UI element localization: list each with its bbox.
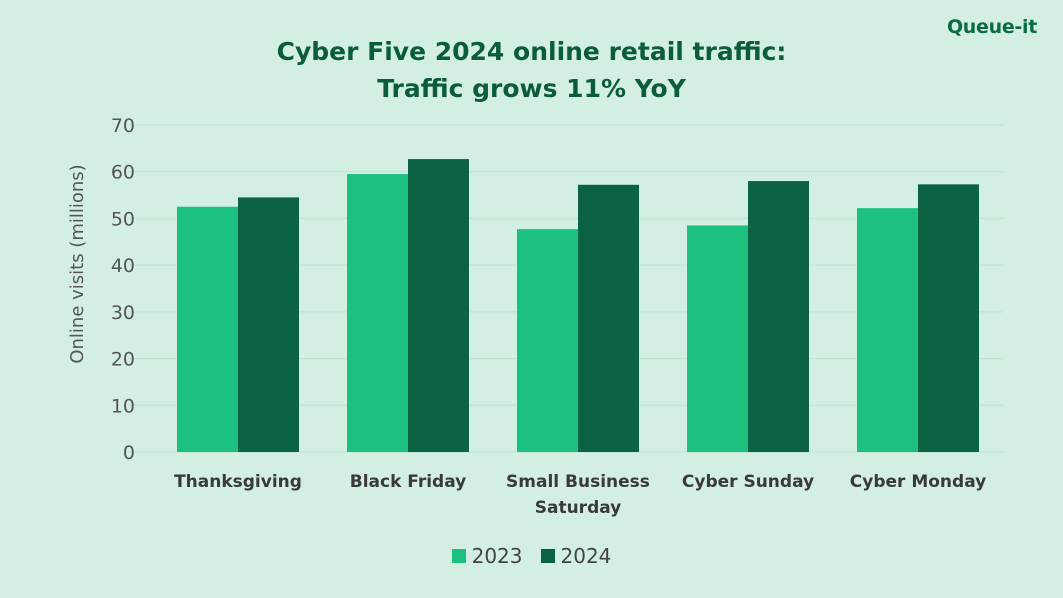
- x-category-label: Cyber Sunday: [682, 472, 814, 492]
- x-category-label: Small Business: [506, 472, 650, 492]
- y-axis-ticks: 0 10 20 30 40 50 60 70: [111, 115, 135, 464]
- bar-2023-4: [857, 208, 918, 452]
- bar-2023-3: [687, 225, 748, 452]
- y-tick-label: 70: [111, 115, 135, 137]
- y-tick-label: 40: [111, 255, 135, 277]
- x-category-label: Saturday: [535, 498, 622, 518]
- chart-title: Cyber Five 2024 online retail traffic: T…: [0, 33, 1063, 107]
- bar-2023-0: [177, 206, 238, 452]
- y-tick-label: 0: [123, 442, 135, 464]
- bar-2024-2: [578, 184, 639, 452]
- x-category-label: Black Friday: [350, 472, 467, 492]
- chart-title-line-2: Traffic grows 11% YoY: [377, 74, 686, 103]
- legend: 2023 2024: [0, 544, 1063, 568]
- bar-2024-0: [238, 197, 299, 452]
- x-category-label: Thanksgiving: [174, 472, 302, 492]
- legend-item-2024: 2024: [540, 544, 612, 568]
- bar-2023-2: [517, 229, 578, 452]
- legend-label-2023: 2023: [471, 544, 523, 568]
- bar-2024-4: [918, 184, 979, 452]
- y-tick-label: 10: [111, 395, 135, 417]
- y-tick-label: 60: [111, 162, 135, 184]
- legend-label-2024: 2024: [560, 544, 612, 568]
- bar-2024-3: [748, 181, 809, 453]
- chart-title-line-1: Cyber Five 2024 online retail traffic:: [276, 37, 787, 66]
- y-tick-label: 30: [111, 302, 135, 324]
- x-category-label: Cyber Monday: [850, 472, 986, 492]
- y-tick-label: 50: [111, 208, 135, 230]
- bar-2024-1: [408, 159, 469, 452]
- y-axis-title: Online visits (millions): [67, 164, 88, 363]
- bar-2023-1: [347, 174, 408, 453]
- legend-swatch-2023: [451, 549, 466, 563]
- bars: [177, 159, 979, 453]
- queue-it-logo: Queue-it: [946, 16, 1037, 38]
- x-axis-labels: Thanksgiving Black Friday Small Business Sa…: [174, 472, 986, 518]
- legend-swatch-2024: [540, 549, 555, 563]
- legend-item-2023: 2023: [451, 544, 523, 568]
- y-tick-label: 20: [111, 349, 135, 371]
